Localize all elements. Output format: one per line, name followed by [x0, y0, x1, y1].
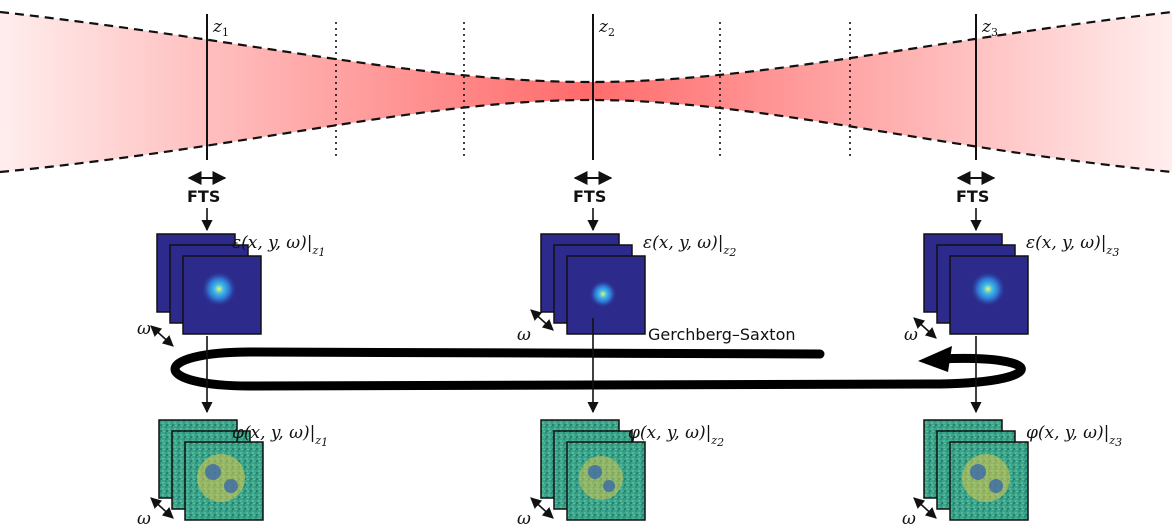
- fts-label: FTS: [573, 187, 606, 206]
- plane-label: z2: [598, 17, 615, 39]
- beam: [0, 10, 1172, 174]
- omega-label: ω: [517, 509, 531, 528]
- omega-label: ω: [902, 509, 916, 528]
- plane-column-2: z2 FTS ε(x, y, ω)|z2 ω φ(x, y, ω)|z2 ω: [517, 14, 736, 528]
- omega-axis-arrow: [530, 309, 554, 331]
- amplitude-label: ε(x, y, ω)|z2: [643, 233, 736, 259]
- phase-stack: [923, 419, 1029, 521]
- amplitude-stack: [540, 233, 646, 335]
- plane-label: z3: [981, 17, 998, 39]
- phase-stack: [540, 419, 646, 521]
- omega-axis-arrow: [150, 497, 174, 519]
- plane-column-1: z1 FTS ε(x, y, ω)|z1 ω φ(x, y, ω)|z1 ω: [137, 14, 328, 528]
- omega-label: ω: [904, 325, 918, 345]
- omega-label: ω: [517, 325, 531, 345]
- omega-axis-arrow: [913, 497, 937, 519]
- omega-axis-arrow: [913, 317, 937, 339]
- beam-body: [0, 12, 1172, 172]
- phase-label: φ(x, y, ω)|z1: [232, 423, 328, 449]
- omega-label: ω: [137, 319, 151, 339]
- amplitude-stack: [156, 233, 262, 335]
- phase-label: φ(x, y, ω)|z3: [1026, 423, 1122, 449]
- omega-axis-arrow: [150, 325, 174, 347]
- beam-upper-edge: [0, 10, 1172, 84]
- fts-label: FTS: [956, 187, 989, 206]
- phase-label: φ(x, y, ω)|z2: [628, 423, 724, 449]
- amplitude-label: ε(x, y, ω)|z3: [1026, 233, 1119, 259]
- gerchberg-saxton-loop: Gerchberg–Saxton: [170, 325, 1026, 391]
- loop-label: Gerchberg–Saxton: [648, 325, 796, 344]
- loop-path: [170, 347, 1026, 391]
- omega-label: ω: [137, 509, 151, 528]
- beam-lower-edge: [0, 98, 1172, 174]
- omega-axis-arrow: [530, 497, 554, 519]
- fts-label: FTS: [187, 187, 220, 206]
- amplitude-label: ε(x, y, ω)|z1: [232, 233, 325, 259]
- plane-label: z1: [212, 17, 229, 39]
- plane-column-3: z3 FTS ε(x, y, ω)|z3 ω φ(x, y, ω)|z3 ω: [902, 14, 1122, 528]
- phase-stack: [158, 419, 264, 521]
- loop-arrowhead: [918, 346, 952, 372]
- amplitude-stack: [923, 233, 1029, 335]
